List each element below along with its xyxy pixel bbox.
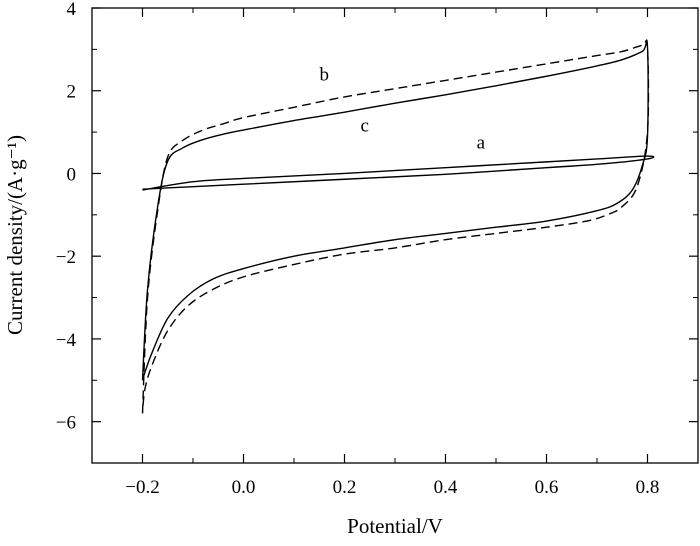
curves xyxy=(141,39,655,414)
curve-c xyxy=(141,40,649,381)
y-axis-title: Current density/(A·g⁻¹) xyxy=(3,135,27,335)
y-tick-label: 2 xyxy=(67,82,77,103)
y-tick-label: 0 xyxy=(67,164,77,185)
curve-b xyxy=(141,39,650,414)
plot-frame xyxy=(91,7,699,464)
curve-labels: a b c xyxy=(320,64,486,153)
x-tick-label: 0.4 xyxy=(434,477,458,498)
y-tick-label: 4 xyxy=(67,0,77,20)
axis-tick-labels: −0.2 0.0 0.2 0.4 0.6 0.8 −6 −4 −2 0 2 4 xyxy=(56,0,660,498)
curve-label-b: b xyxy=(320,64,330,85)
x-tick-label: 0.2 xyxy=(333,477,357,498)
y-tick-label: −4 xyxy=(56,330,77,351)
x-axis-title: Potential/V xyxy=(347,514,443,538)
x-tick-label: 0.6 xyxy=(535,477,559,498)
curve-a xyxy=(142,155,655,191)
axis-ticks xyxy=(91,7,699,464)
y-tick-label: −6 xyxy=(56,413,76,434)
y-tick-label: −2 xyxy=(56,247,76,268)
x-tick-label: 0.0 xyxy=(232,477,256,498)
curve-label-c: c xyxy=(360,115,368,136)
x-tick-label: −0.2 xyxy=(125,477,159,498)
curve-label-a: a xyxy=(477,133,486,154)
x-tick-label: 0.8 xyxy=(636,477,660,498)
